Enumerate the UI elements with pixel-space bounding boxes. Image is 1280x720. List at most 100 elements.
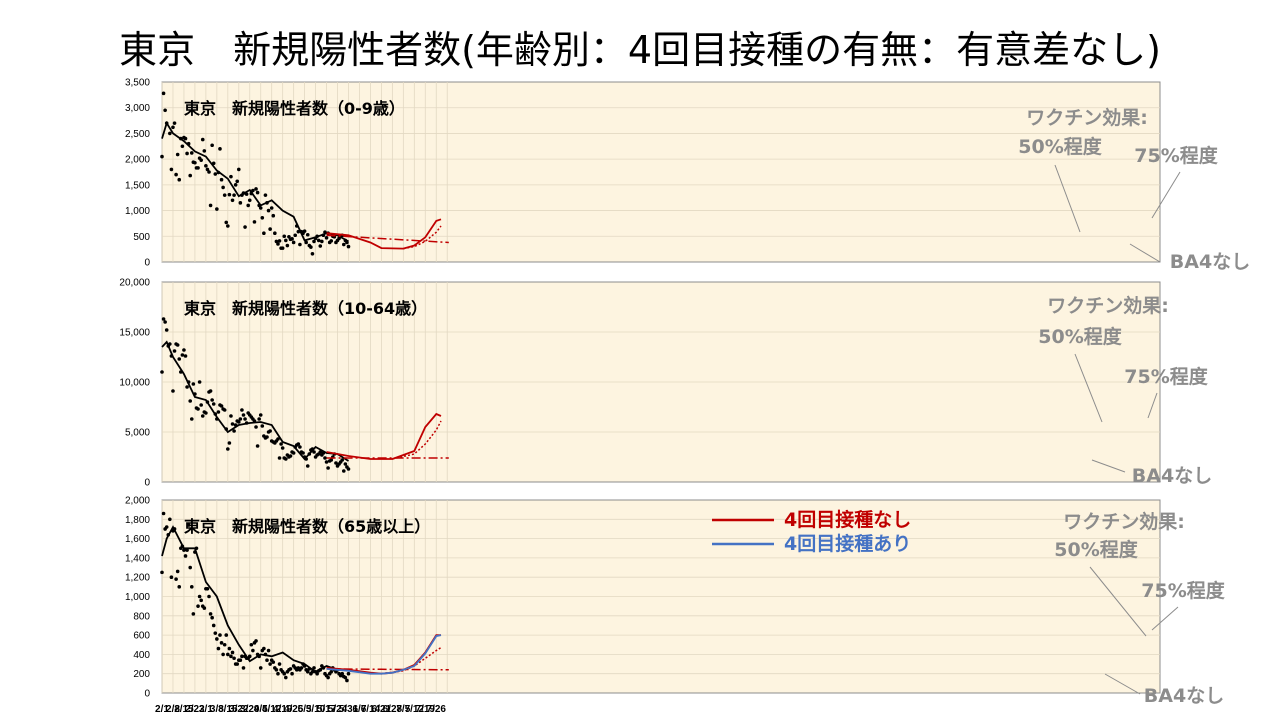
panel-1-daily-point xyxy=(243,225,247,229)
panel-1-daily-point xyxy=(230,198,235,203)
panel-2-daily-point xyxy=(288,454,293,458)
panel-3-daily-point xyxy=(326,675,330,680)
panel-3-daily-point xyxy=(268,662,272,666)
panel-3-daily-point xyxy=(177,585,182,589)
panel-1-daily-point xyxy=(227,192,232,197)
panel-1-daily-point xyxy=(291,240,296,245)
panel-1-daily-point xyxy=(284,238,288,243)
panel-2-annotation-leader xyxy=(1091,459,1126,473)
panel-1-effect-75-label: 75%程度 xyxy=(1134,144,1218,167)
x-tick-label: 4/26 xyxy=(284,704,304,715)
panel-2-daily-point xyxy=(258,413,263,417)
panel-3-daily-point xyxy=(221,652,225,657)
panel-3-y-tick-label: 1,800 xyxy=(125,515,150,526)
panel-1-daily-point xyxy=(310,251,315,256)
x-tick-label: 6/21 xyxy=(372,704,392,715)
panel-3-projection-with-4th-dose-line xyxy=(326,634,442,675)
panel-2-daily-point xyxy=(177,357,182,361)
panel-3-daily-point xyxy=(274,668,279,672)
panel-3-daily-point xyxy=(345,678,349,683)
panel-1-y-tick-label: 0 xyxy=(144,258,150,269)
panel-2-daily-point xyxy=(305,464,310,468)
panel-3-projection-75-line xyxy=(381,646,442,675)
panel-3-annotation-leader xyxy=(1089,566,1147,637)
x-tick-label: 3/15 xyxy=(218,704,238,715)
panel-2-daily-point xyxy=(230,422,235,426)
panel-1-daily-point xyxy=(168,131,172,136)
panel-1-y-tick-label: 3,500 xyxy=(125,78,150,89)
panel-1-daily-point xyxy=(169,167,174,172)
panel-3-y-tick-label: 1,000 xyxy=(125,592,150,603)
panel-2-title: 東京 新規陽性者数（10-64歳） xyxy=(184,299,427,318)
panel-1-no-ba4-line xyxy=(326,234,449,244)
panel-2-effect-75-label: 75%程度 xyxy=(1124,365,1208,388)
panel-3-daily-point xyxy=(276,671,280,676)
panel-1-daily-point xyxy=(224,220,229,225)
panel-1-daily-point xyxy=(312,239,316,244)
panel-3-daily-point xyxy=(202,606,207,610)
panel-2-daily-point xyxy=(182,348,186,352)
panel-2-y-tick-label: 10,000 xyxy=(119,378,150,389)
x-tick-label: 3/29 xyxy=(240,704,260,715)
panel-1-daily-point xyxy=(172,121,177,125)
x-tick-label: 4/19 xyxy=(273,704,293,715)
panel-2-daily-point xyxy=(346,467,351,471)
x-tick-label: 3/1 xyxy=(199,704,213,715)
panel-2-daily-point xyxy=(164,328,169,332)
panel-3-daily-point xyxy=(215,637,219,641)
panel-3-daily-point xyxy=(197,594,202,599)
panel-2-daily-point xyxy=(343,462,348,466)
panel-2-daily-point xyxy=(171,389,175,393)
panel-2-daily-point xyxy=(161,317,166,321)
panel-3-daily-point xyxy=(284,675,288,680)
panel-1-daily-point xyxy=(207,170,211,174)
panel-1-y-tick-label: 2,000 xyxy=(125,155,150,166)
panel-2-daily-point xyxy=(229,414,233,418)
panel-3-daily-point xyxy=(343,675,348,680)
panel-2-daily-point xyxy=(216,410,221,414)
panel-1-daily-point xyxy=(185,151,189,156)
x-tick-label: 7/12 xyxy=(405,704,425,715)
panel-1-y-tick-label: 1,000 xyxy=(125,206,150,217)
panel-2-daily-point xyxy=(243,417,247,421)
panel-1-annotation-leader xyxy=(1151,171,1181,219)
panel-3-daily-point xyxy=(227,646,232,651)
panel-3-daily-point xyxy=(315,671,319,676)
panel-1-daily-point xyxy=(302,229,307,233)
panel-2-daily-point xyxy=(219,404,224,408)
panel-1-daily-point xyxy=(277,239,282,243)
panel-2-daily-point xyxy=(210,398,214,402)
panel-3-daily-point xyxy=(208,612,213,616)
panel-2-daily-point xyxy=(323,456,327,460)
panel-1-daily-point xyxy=(246,203,250,208)
panel-1-daily-point xyxy=(238,201,243,205)
panel-1-daily-point xyxy=(175,152,180,157)
panel-2-projection-50-line xyxy=(326,412,442,460)
panel-2-daily-point xyxy=(168,342,172,346)
panel-3-daily-point xyxy=(251,648,255,653)
panel-1-daily-point xyxy=(316,238,321,243)
panel-3-effect-50-label: 50%程度 xyxy=(1054,538,1138,561)
panel-3-annotation-leader xyxy=(1151,606,1179,631)
panel-1-daily-point xyxy=(163,108,167,113)
panel-2-daily-point xyxy=(296,442,301,446)
panel-1-y-tick-label: 3,000 xyxy=(125,103,150,114)
panel-2-daily-point xyxy=(341,469,346,473)
panel-1-daily-point xyxy=(222,193,227,197)
panel-1-daily-point xyxy=(258,206,263,210)
panel-3-daily-point xyxy=(183,554,188,558)
panel-1-daily-point xyxy=(305,232,310,237)
panel-3-daily-point xyxy=(346,671,351,676)
panel-2-daily-point xyxy=(276,437,280,441)
panel-1-annotation-leader xyxy=(1054,164,1081,233)
panel-3-daily-point xyxy=(312,666,316,670)
panel-3-daily-point xyxy=(266,648,271,653)
panel-3-no-ba4-label: BA4なし xyxy=(1144,685,1224,707)
panel-2-projection-75-line xyxy=(392,420,442,460)
x-tick-label: 7/19 xyxy=(416,704,436,715)
panel-1-daily-point xyxy=(221,185,225,190)
panel-1-annotation-leader xyxy=(1129,243,1161,263)
panel-3-daily-point xyxy=(216,646,221,651)
panel-1-daily-point xyxy=(229,174,233,179)
panel-2-smoothed-line xyxy=(161,340,349,462)
